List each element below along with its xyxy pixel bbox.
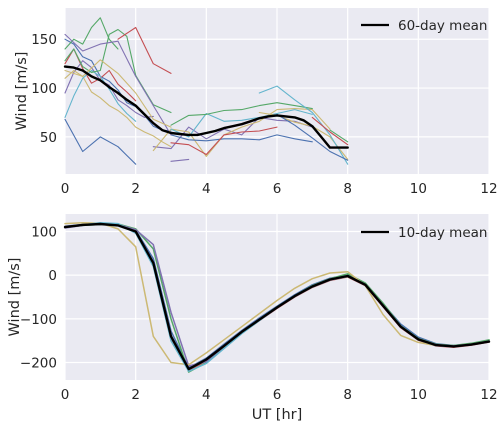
y-tick-label: 100: [31, 224, 57, 240]
series-line-top-11: [152, 108, 331, 157]
series-line-top-4: [64, 60, 154, 118]
series-line-top-21: [311, 116, 349, 146]
series-line-top-20: [329, 129, 349, 143]
y-tick-label: 50: [40, 130, 57, 146]
y-tick-label: 150: [31, 32, 57, 48]
tick-labels-top: 0 2 4 6 8 10 12 50 100 150: [31, 32, 497, 197]
series-line-top-22: [64, 33, 172, 136]
series-line-top-2: [64, 17, 119, 50]
legend-top: 60-day mean: [361, 18, 487, 34]
chart-panel-top: 0 2 4 6 8 10 12 50 100 150 Wind [m/s] 60-day mean: [14, 8, 498, 197]
series-lines-top: [63, 17, 349, 165]
x-tick-label: 10: [410, 181, 427, 197]
grid-top: [64, 8, 490, 174]
x-tick-label: 0: [61, 181, 70, 197]
series-line-top-14: [170, 102, 313, 126]
y-tick-label: −100: [20, 312, 57, 328]
legend-label-bottom: 10-day mean: [398, 225, 487, 241]
series-line-top-18: [258, 85, 349, 165]
x-tick-label: 6: [273, 181, 282, 197]
series-line-top-15: [170, 126, 278, 156]
series-line-top-1: [64, 38, 172, 132]
y-axis-label-bottom: Wind [m/s]: [7, 258, 23, 337]
mean-line-bottom: [63, 222, 491, 371]
x-tick-label: 4: [202, 181, 211, 197]
x-tick-label: 2: [131, 181, 140, 197]
y-axis-label-top: Wind [m/s]: [14, 52, 30, 131]
x-tick-label: 12: [480, 181, 497, 197]
series-line-top-7: [64, 118, 137, 165]
x-tick-label: 4: [202, 387, 211, 403]
x-tick-label: 10: [410, 387, 427, 403]
chart-panel-bottom: 0 2 4 6 8 10 12 100 0 −100 −200 Wind [m/s] UT [hr]…: [7, 214, 498, 423]
mean-line-top: [63, 65, 349, 149]
series-line-top-23: [64, 59, 172, 128]
series-lines-bottom: [63, 221, 491, 373]
x-tick-label: 0: [61, 387, 70, 403]
series-line-top-12: [170, 109, 313, 138]
x-axis-label-bottom: UT [hr]: [252, 407, 303, 423]
series-line-top-16: [170, 158, 190, 162]
y-tick-label: −200: [20, 356, 57, 372]
series-line-top-19: [276, 113, 349, 161]
series-line-top-13: [170, 134, 313, 143]
x-tick-label: 12: [480, 387, 497, 403]
x-tick-label: 2: [131, 387, 140, 403]
y-tick-label: 100: [31, 81, 57, 97]
legend-bottom: 10-day mean: [361, 225, 487, 241]
y-tick-label: 0: [48, 268, 57, 284]
tick-labels-bottom: 0 2 4 6 8 10 12 100 0 −100 −200: [20, 224, 498, 403]
x-tick-label: 6: [273, 387, 282, 403]
x-tick-label: 8: [343, 387, 352, 403]
x-tick-label: 8: [343, 181, 352, 197]
legend-label-top: 60-day mean: [398, 18, 487, 34]
series-line-bottom-5: [64, 221, 490, 366]
series-line-top-9: [117, 26, 172, 74]
series-line-top-6: [64, 69, 137, 122]
